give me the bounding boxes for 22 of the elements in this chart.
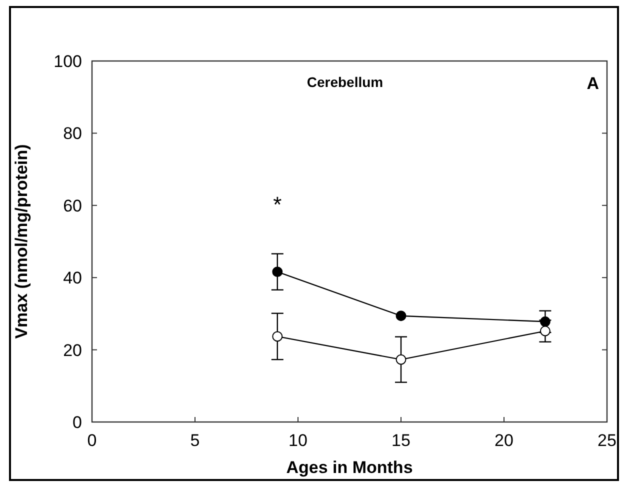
y-tick-label: 40 — [63, 268, 82, 288]
y-tick-label: 80 — [63, 124, 82, 144]
x-tick-label: 0 — [87, 431, 97, 450]
point — [272, 266, 283, 278]
annotation: * — [273, 192, 282, 217]
x-tick-label: 10 — [288, 431, 308, 450]
point — [540, 326, 550, 336]
point — [396, 354, 406, 365]
y-tick-label: 20 — [63, 340, 82, 360]
x-axis-title: Ages in Months — [286, 458, 413, 477]
text: Cerebellum — [306, 74, 384, 90]
x-tick-label: 25 — [598, 431, 616, 450]
annotation: A — [586, 74, 599, 93]
y-axis-title: Vmax (nmol/mg/protein) — [12, 144, 31, 339]
y-tick-label: 0 — [72, 413, 82, 432]
y-tick-label: 100 — [54, 52, 82, 71]
point — [272, 331, 283, 342]
x-tick-label: 5 — [190, 431, 200, 450]
x-tick-label: 20 — [494, 431, 514, 450]
x-tick-label: 15 — [392, 431, 410, 450]
point — [396, 310, 406, 322]
y-tick-label: 60 — [63, 196, 82, 216]
